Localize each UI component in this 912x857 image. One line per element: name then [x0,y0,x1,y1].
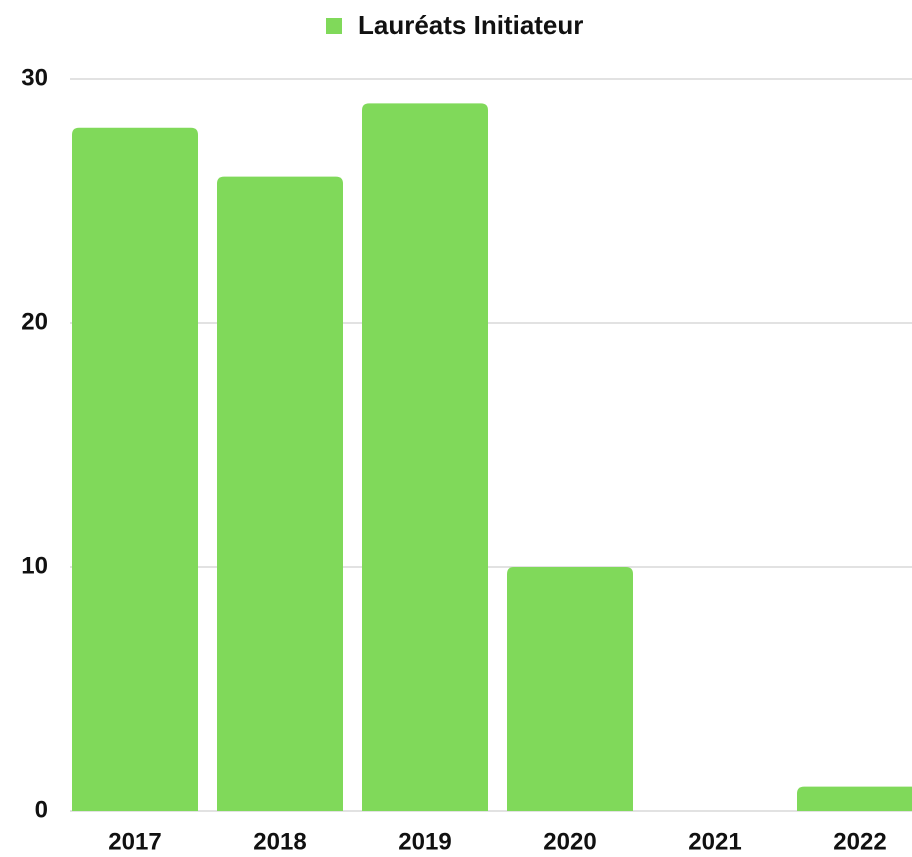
bar [797,786,912,811]
y-tick-label: 30 [21,64,48,91]
bar [217,176,343,812]
x-tick-label: 2018 [253,828,306,855]
bar [362,103,488,811]
legend-label[interactable]: Lauréats Initiateur [358,10,583,40]
x-tick-label: 2019 [398,828,451,855]
x-tick-label: 2020 [543,828,596,855]
x-tick-label: 2021 [688,828,741,855]
y-tick-label: 20 [21,308,48,335]
y-tick-label: 0 [35,796,48,823]
x-tick-label: 2017 [108,828,161,855]
legend-swatch [326,18,342,34]
legend[interactable]: Lauréats Initiateur [326,10,583,40]
x-tick-label: 2022 [833,828,886,855]
y-tick-label: 10 [21,552,48,579]
bar [507,567,633,811]
bar [72,127,198,812]
